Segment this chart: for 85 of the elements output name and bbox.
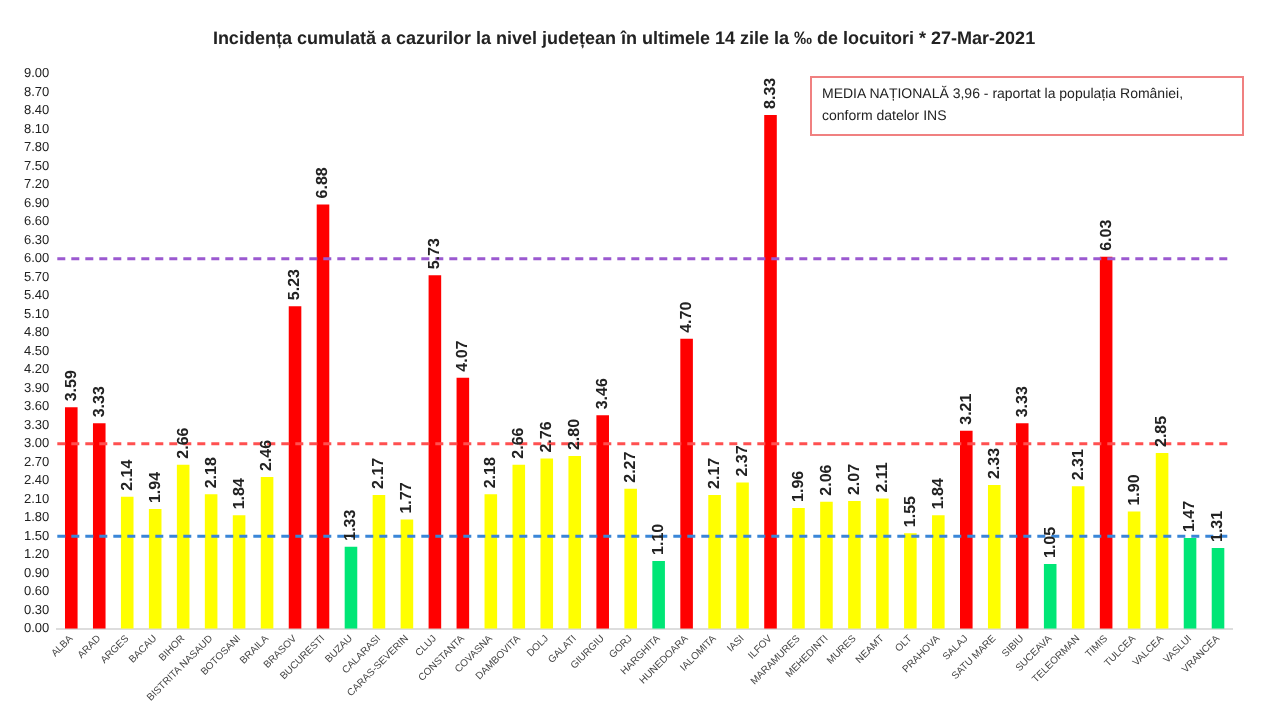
data-label: 2.37 <box>732 444 751 477</box>
data-label: 4.07 <box>453 339 472 372</box>
bar <box>64 407 78 629</box>
bar <box>288 306 302 629</box>
data-label: 1.84 <box>229 477 248 510</box>
bar <box>344 546 358 629</box>
bar <box>652 560 665 629</box>
bar <box>1211 547 1225 629</box>
data-label: 3.33 <box>1012 385 1031 418</box>
bar <box>120 496 134 629</box>
bar <box>736 482 749 629</box>
data-label: 2.76 <box>537 420 556 453</box>
bar <box>848 501 861 629</box>
data-label: 1.33 <box>341 508 360 541</box>
bar <box>1183 538 1197 629</box>
data-label: 2.11 <box>872 461 891 493</box>
bar <box>932 515 945 629</box>
data-label: 2.85 <box>1152 414 1171 447</box>
bar <box>596 415 609 629</box>
data-label: 2.18 <box>481 456 500 489</box>
data-label: 1.10 <box>649 522 668 555</box>
bar <box>987 485 1001 629</box>
bar <box>1071 486 1085 629</box>
bar <box>764 114 777 629</box>
bar <box>792 507 805 629</box>
bar <box>568 456 582 629</box>
bar <box>1043 564 1057 629</box>
bar <box>260 477 274 629</box>
bar <box>624 488 637 629</box>
bar <box>232 515 246 629</box>
data-label: 3.21 <box>956 392 975 425</box>
bar <box>876 498 889 629</box>
bar <box>148 509 162 629</box>
data-label: 5.23 <box>285 267 304 301</box>
data-label: 6.03 <box>1096 218 1115 251</box>
data-label: 1.47 <box>1180 499 1199 533</box>
bar <box>372 494 386 629</box>
data-label: 8.33 <box>760 76 779 109</box>
data-label: 2.17 <box>704 456 723 489</box>
bar <box>92 423 106 629</box>
bar <box>176 464 190 629</box>
data-label: 2.14 <box>117 458 136 491</box>
bar <box>484 494 498 629</box>
bar <box>456 377 470 629</box>
data-label: 3.59 <box>61 369 80 402</box>
data-label: 3.46 <box>593 377 612 410</box>
data-label: 1.84 <box>928 477 947 510</box>
bar <box>680 338 693 629</box>
data-label: 4.70 <box>677 300 696 333</box>
data-label: 2.27 <box>621 450 640 483</box>
bar <box>1015 423 1029 629</box>
bar <box>1127 511 1141 629</box>
data-label: 6.88 <box>313 166 332 199</box>
bar <box>1099 256 1113 629</box>
bar <box>512 464 526 629</box>
data-label: 1.94 <box>145 470 164 504</box>
bar <box>960 430 973 629</box>
bar <box>316 204 330 629</box>
data-label: 1.96 <box>788 469 807 502</box>
data-label: 1.31 <box>1208 509 1227 542</box>
data-label: 2.33 <box>984 446 1003 480</box>
data-label: 2.06 <box>816 463 835 496</box>
chart-title: Incidența cumulată a cazurilor la nivel județean în ultimele 14 zile la ‰ de locuitori * 27-Mar-2021 <box>212 27 1036 50</box>
bar <box>204 494 218 629</box>
bar <box>428 275 442 629</box>
data-label: 2.17 <box>369 456 388 489</box>
data-label: 2.46 <box>257 438 276 472</box>
data-label: 2.31 <box>1068 448 1087 481</box>
data-label: 1.05 <box>1040 525 1059 559</box>
bar <box>904 533 917 629</box>
data-label: 3.33 <box>89 385 108 418</box>
data-label: 1.55 <box>900 494 919 528</box>
data-label: 1.77 <box>397 481 416 514</box>
bar <box>1155 452 1169 629</box>
data-label: 2.66 <box>509 426 528 459</box>
data-label: 2.18 <box>201 456 220 489</box>
data-label: 2.80 <box>565 417 584 451</box>
data-label: 2.07 <box>844 462 863 496</box>
data-label: 2.66 <box>173 426 192 459</box>
data-label: 1.90 <box>1124 473 1143 506</box>
bar <box>540 458 554 629</box>
bar <box>820 501 833 629</box>
data-label: 5.73 <box>425 237 444 270</box>
bar <box>400 519 414 629</box>
bar <box>708 494 721 629</box>
